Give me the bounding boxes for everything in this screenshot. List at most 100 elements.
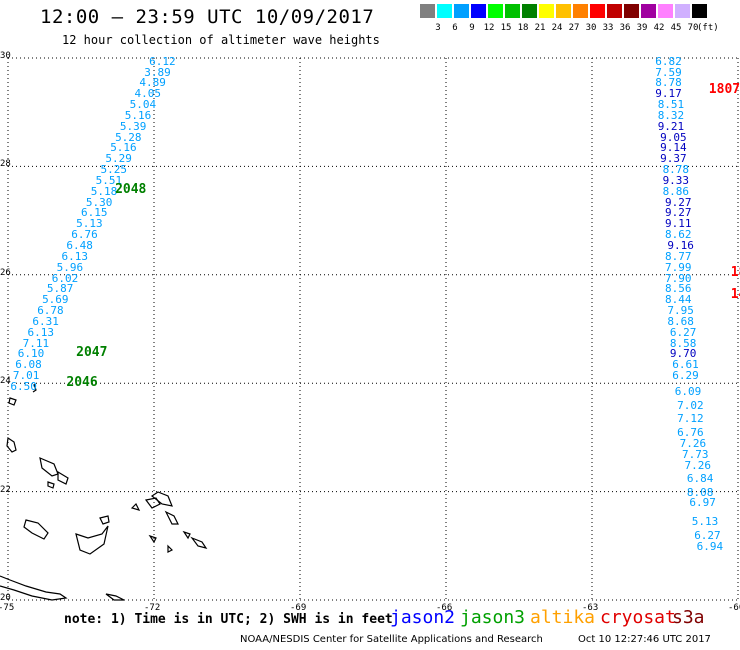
island-outline [6, 436, 17, 453]
legend-swatch [437, 4, 452, 18]
wave-height-value: 5.30 [85, 195, 113, 209]
island-outline [150, 491, 173, 507]
wave-height-value: 6.12 [149, 54, 176, 68]
legend-label: 27 [568, 23, 580, 33]
legend-swatch [505, 4, 520, 18]
wave-height-value: 8.44 [665, 293, 692, 307]
satellite-cryosat: cryosat [600, 607, 676, 628]
wave-height-value: 4.05 [134, 87, 162, 101]
wave-height-value: 6.27 [694, 528, 721, 542]
lat-tick-label: 24 [0, 376, 11, 387]
wave-height-value: 9.11 [665, 217, 692, 231]
wave-height-value: 5.51 [95, 173, 123, 187]
legend-label: 45 [670, 23, 682, 33]
lat-tick-label: 20 [0, 593, 11, 603]
wave-height-value: 5.13 [691, 515, 719, 529]
legend-label: 33 [602, 23, 614, 33]
wave-height-value: 9.37 [660, 152, 687, 166]
footer-note: note: 1) Time is in UTC; 2) SWH is in fe… [64, 612, 393, 627]
wave-height-value: 9.14 [660, 141, 687, 155]
island-outline [75, 525, 109, 555]
wave-height-value: 6.29 [672, 369, 699, 383]
coastlines [0, 383, 208, 601]
generated-timestamp: Oct 10 12:27:46 UTC 2017 [578, 634, 711, 645]
wave-height-value: 6.10 [17, 347, 45, 361]
wave-height-value: 7.12 [677, 412, 704, 426]
island-outline [182, 530, 191, 540]
wave-height-value: 7.26 [684, 458, 711, 472]
legend-label: 12 [483, 23, 495, 33]
legend-label: 9 [469, 23, 475, 33]
coastline-marker [32, 383, 37, 393]
wave-height-value: 6.48 [66, 238, 93, 252]
legend-swatch [641, 4, 656, 18]
legend-unit: (ft) [697, 23, 719, 33]
wave-height-value: 7.99 [665, 260, 692, 274]
legend-label: 42 [653, 23, 665, 33]
wave-height-value: 9.27 [665, 195, 692, 209]
wave-height-value: 9.05 [660, 130, 687, 144]
satellite-altika: altika [530, 607, 596, 628]
wave-height-value: 6.76 [71, 228, 98, 242]
island-outline [190, 536, 208, 549]
legend-swatch [658, 4, 673, 18]
wave-height-value: 5.39 [119, 119, 147, 133]
wave-height-value: 8.58 [669, 336, 697, 350]
wave-height-value: 5.04 [129, 98, 157, 112]
pass-number-label: 2047 [76, 344, 108, 360]
wave-height-value: 9.17 [655, 87, 682, 101]
page-subtitle: 12 hour collection of altimeter wave hei… [62, 33, 380, 47]
legend-swatch [590, 4, 605, 18]
satellite-jason3: jason3 [460, 607, 526, 628]
legend-label: 36 [619, 23, 631, 33]
island-outline [23, 519, 49, 540]
wave-height-value: 6.97 [689, 496, 716, 510]
lat-tick-label: 28 [0, 159, 11, 170]
island-outline [148, 534, 157, 544]
legend-swatch [607, 4, 622, 18]
wave-height-value: 5.69 [42, 293, 69, 307]
wave-height-value: 5.28 [115, 130, 142, 144]
legend-label: 21 [534, 23, 546, 33]
wave-height-value: 6.08 [15, 358, 42, 372]
island-outline [164, 510, 179, 525]
wave-height-value: 7.90 [665, 271, 692, 285]
wave-height-value: 3.89 [144, 65, 171, 79]
pass-number-label: 2046 [66, 375, 98, 391]
page-title: 12:00 – 23:59 UTC 10/09/2017 [40, 6, 375, 28]
legend-swatch [471, 4, 486, 18]
legend-label: 70 [687, 23, 699, 33]
legend-swatch [454, 4, 469, 18]
lon-tick-label: -60 [728, 603, 740, 613]
wave-height-value: 5.16 [110, 141, 137, 155]
wave-height-value: 9.21 [657, 119, 685, 133]
wave-height-value: 8.78 [655, 76, 682, 90]
pass-number-label: 1807 [708, 82, 740, 98]
legend-swatch [420, 4, 435, 18]
coastline-cuba [0, 575, 68, 601]
wave-height-value: 7.73 [682, 447, 709, 461]
legend-swatch [488, 4, 503, 18]
wave-height-value: 6.50 [10, 379, 37, 393]
wave-height-value: 9.70 [669, 347, 697, 361]
wave-height-value: 8.77 [665, 249, 692, 263]
legend-label: 30 [585, 23, 597, 33]
wave-height-value: 5.16 [124, 108, 152, 122]
wave-height-value: 8.32 [657, 108, 685, 122]
wave-height-value: 8.68 [667, 314, 694, 328]
island-outline [8, 397, 17, 406]
wave-height-value: 6.61 [672, 358, 699, 372]
lon-tick-label: -72 [144, 603, 161, 613]
wave-height-value: 5.87 [46, 282, 74, 296]
wave-height-value: 9.16 [667, 238, 694, 252]
wave-height-value: 6.15 [81, 206, 108, 220]
island-outline [167, 544, 174, 553]
wave-height-value: 8.86 [662, 184, 690, 198]
legend-label: 24 [551, 23, 563, 33]
wave-height-value: 8.62 [665, 228, 692, 242]
legend-label: 18 [517, 23, 529, 33]
pass-number-label: 14 [730, 286, 740, 302]
island-outline [130, 502, 141, 511]
legend-swatch [556, 4, 571, 18]
lon-tick-label: -63 [582, 603, 599, 613]
